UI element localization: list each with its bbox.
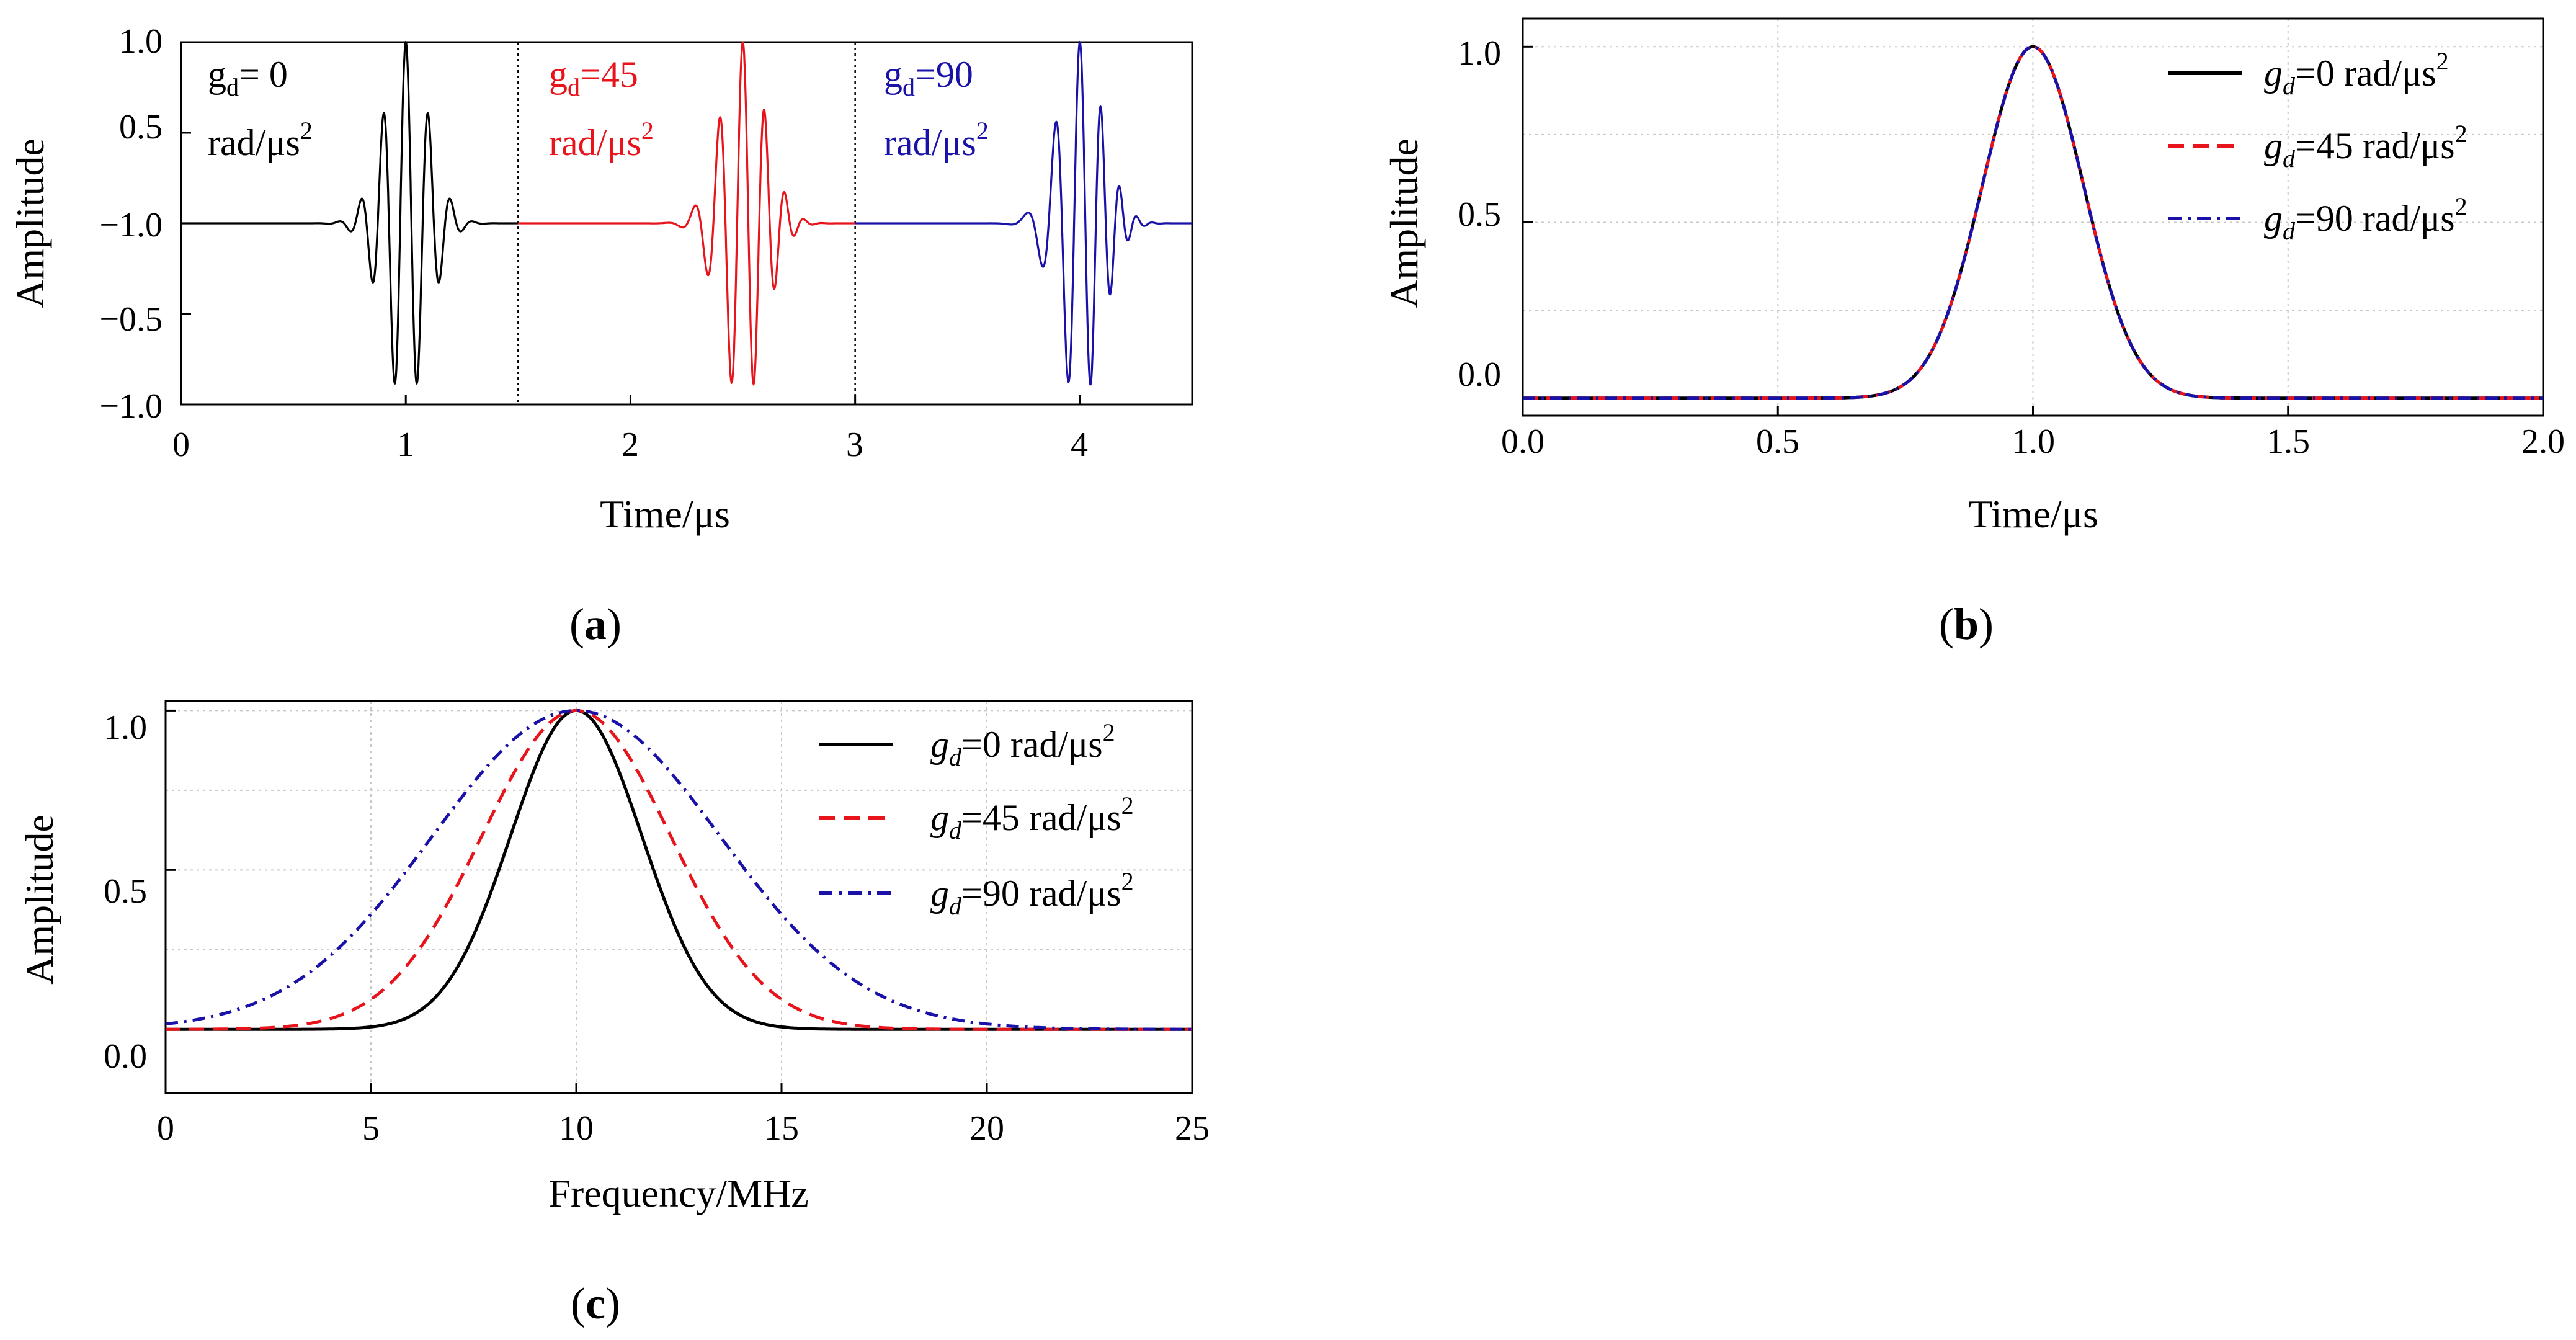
panel-a-xlabel: Time/μs [600, 492, 730, 536]
panel-b-legend-label-2: gd=90 rad/μs2 [2264, 192, 2467, 245]
panel-b-xlabel: Time/μs [1968, 492, 2098, 536]
panel-c-legend-label-2: gd=90 rad/μs2 [930, 867, 1134, 920]
panel-a-anno-0-line1: gd= 0 [208, 54, 288, 101]
panel-b-legend-label-0: gd=0 rad/μs2 [2264, 47, 2449, 100]
panel-b-ylabel: Amplitude [1382, 138, 1426, 308]
panel-a-xtick-2: 2 [622, 426, 639, 464]
panel-a: 1.0 0.5 −1.0 −0.5 −1.0 0 1 2 3 4 Time/μs… [8, 22, 1193, 649]
panel-b-legend-label-1: gd=45 rad/μs2 [2264, 120, 2467, 172]
panel-a-anno-2-line2: rad/μs2 [884, 117, 989, 163]
panel-a-series-line-2 [855, 40, 1192, 386]
panel-c-ytick-2: 0.0 [104, 1037, 147, 1076]
panel-a-series [181, 40, 1192, 386]
panel-c-xtick-2: 10 [559, 1109, 594, 1148]
panel-c-caption: (c) [571, 1279, 620, 1328]
panel-b-xtick-1: 0.5 [1756, 422, 1799, 461]
panel-c-xtick-3: 15 [764, 1109, 799, 1148]
panel-a-series-line-1 [518, 40, 855, 386]
panel-a-xtick-4: 4 [1071, 426, 1088, 464]
panel-c-xtick-0: 0 [157, 1109, 174, 1148]
panel-a-ylabel: Amplitude [8, 138, 52, 308]
panel-b-xtick-0: 0.0 [1501, 422, 1544, 461]
panel-c-series-line-2 [165, 708, 1192, 1031]
panel-a-ytick-0: 1.0 [119, 22, 163, 61]
panel-c-ytick-0: 1.0 [104, 708, 147, 747]
panel-b-series-line-2 [1523, 45, 2543, 400]
panel-b-ytick-2: 0.0 [1458, 355, 1501, 394]
panel-c-xtick-4: 20 [969, 1109, 1004, 1148]
panel-b-series [1523, 45, 2543, 400]
panel-a-anno-1-line1: gd=45 [549, 54, 638, 101]
panel-c-ytick-1: 0.5 [104, 872, 147, 911]
panel-a-series-line-0 [181, 40, 519, 385]
panel-a-ytick-2: −1.0 [99, 206, 163, 244]
panel-c-series-line-1 [166, 708, 1192, 1031]
panel-c-ylabel: Amplitude [17, 815, 61, 985]
panel-c-legend-label-1: gd=45 rad/μs2 [930, 792, 1134, 844]
panel-b-ytick-0: 1.0 [1458, 34, 1501, 73]
panel-c-xtick-5: 25 [1175, 1109, 1210, 1148]
panel-b-caption: (b) [1939, 599, 1994, 649]
panel-a-ytick-3: −0.5 [99, 300, 163, 339]
panel-c-xtick-1: 5 [362, 1109, 380, 1148]
panel-c-legend: gd=0 rad/μs2 gd=45 rad/μs2 gd=90 rad/μs2 [819, 718, 1134, 920]
panel-b-xtick-4: 2.0 [2521, 422, 2565, 461]
panel-a-caption: (a) [569, 599, 622, 649]
panel-b-xtick-3: 1.5 [2266, 422, 2310, 461]
panel-c-plot-frame [164, 700, 1193, 1094]
panel-b-ytick-1: 0.5 [1458, 195, 1501, 234]
panel-a-ytick-1: 0.5 [119, 108, 163, 146]
panel-a-anno-1-line2: rad/μs2 [549, 117, 654, 163]
panel-a-xtick-0: 0 [172, 426, 190, 464]
panel-b-xtick-2: 1.0 [2012, 422, 2055, 461]
panel-c-series [165, 708, 1192, 1031]
panel-a-xtick-3: 3 [846, 426, 863, 464]
panel-c-legend-label-0: gd=0 rad/μs2 [930, 718, 1115, 771]
panel-b: 1.0 0.5 0.0 0.0 0.5 1.0 1.5 2.0 Time/μs … [1382, 17, 2565, 649]
panel-a-anno-0-line2: rad/μs2 [208, 117, 313, 163]
panel-a-ytick-4: −1.0 [99, 387, 163, 426]
panel-b-legend: gd=0 rad/μs2 gd=45 rad/μs2 gd=90 rad/μs2 [2168, 47, 2467, 245]
panel-a-anno-2-line1: gd=90 [884, 54, 973, 101]
panel-c: 1.0 0.5 0.0 0 5 10 15 20 25 Frequency/MH… [17, 700, 1210, 1328]
panel-c-xlabel: Frequency/MHz [548, 1171, 808, 1215]
panel-a-xtick-1: 1 [397, 426, 414, 464]
